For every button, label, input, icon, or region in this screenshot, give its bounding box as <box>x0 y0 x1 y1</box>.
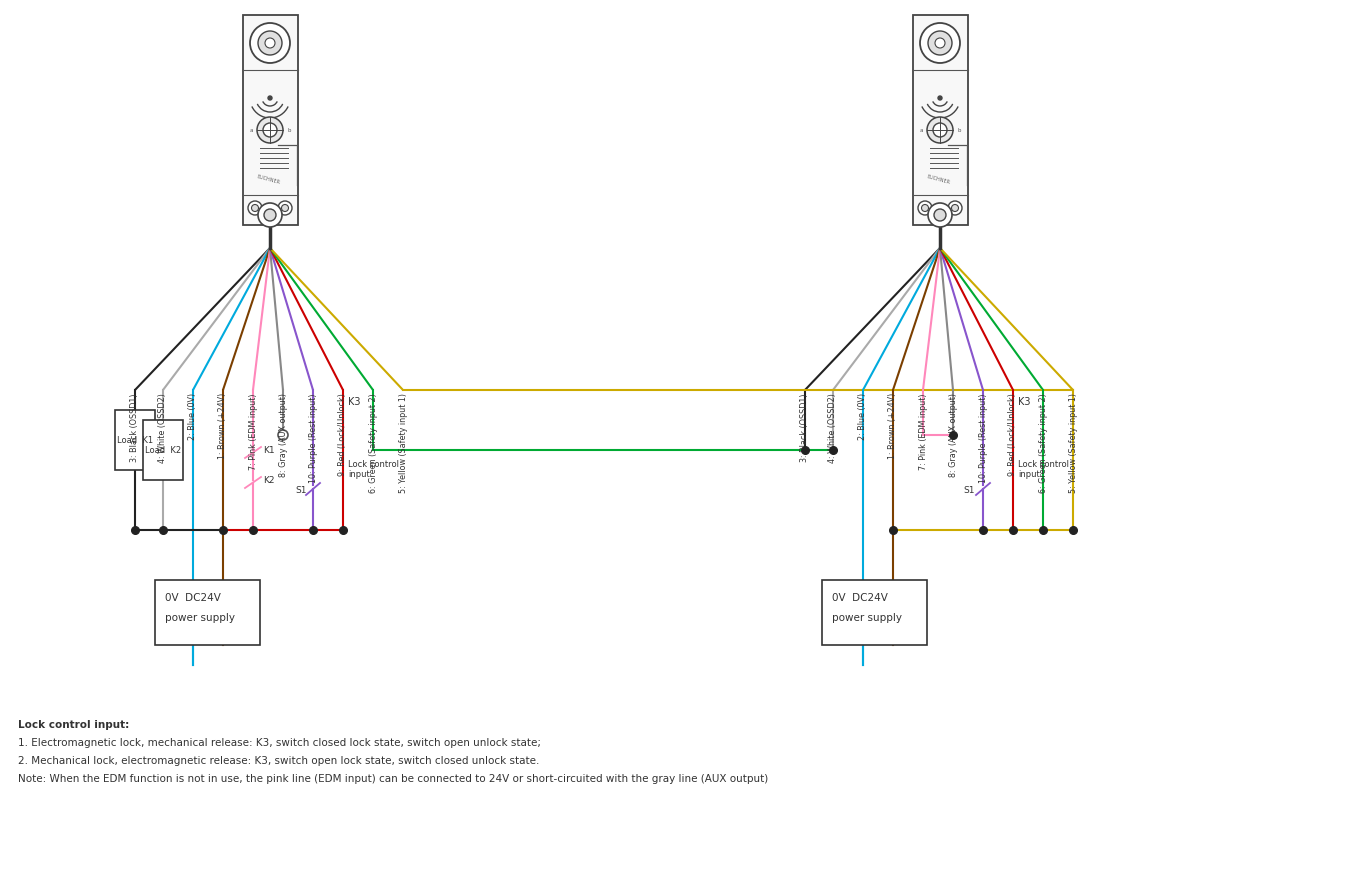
Circle shape <box>258 203 282 227</box>
Circle shape <box>949 201 962 215</box>
Text: 2: Blue (0V): 2: Blue (0V) <box>189 393 198 440</box>
Text: 9: Red (Lock/Unlock): 9: Red (Lock/Unlock) <box>338 393 347 476</box>
Text: power supply: power supply <box>832 613 902 623</box>
Text: 6: Green (Safety input 2): 6: Green (Safety input 2) <box>1038 393 1048 493</box>
Text: a: a <box>250 128 252 133</box>
Circle shape <box>934 123 947 137</box>
Bar <box>912 15 968 225</box>
Circle shape <box>928 203 953 227</box>
Text: 5: Yellow (Safety input 1): 5: Yellow (Safety input 1) <box>399 393 407 493</box>
Text: K3: K3 <box>347 397 361 407</box>
Text: 4: White (OSSD2): 4: White (OSSD2) <box>159 393 167 462</box>
Circle shape <box>938 96 942 100</box>
Circle shape <box>934 209 946 221</box>
Text: 1. Electromagnetic lock, mechanical release: K3, switch closed lock state, switc: 1. Electromagnetic lock, mechanical rele… <box>18 738 541 748</box>
Text: 9: Red (Lock/Unlock): 9: Red (Lock/Unlock) <box>1008 393 1018 476</box>
Text: 4: White (OSSD2): 4: White (OSSD2) <box>829 393 837 462</box>
Text: EUCHNER: EUCHNER <box>255 175 281 185</box>
Bar <box>243 15 297 225</box>
Text: Lock control
input: Lock control input <box>347 460 399 479</box>
Circle shape <box>248 201 262 215</box>
Bar <box>115 410 155 470</box>
Text: Lock control input:: Lock control input: <box>18 720 129 730</box>
Text: 7: Pink (EDM input): 7: Pink (EDM input) <box>248 393 258 470</box>
Text: 3: Black (OSSD1): 3: Black (OSSD1) <box>801 393 810 462</box>
Text: 8: Gray (AUX output): 8: Gray (AUX output) <box>278 393 288 477</box>
Text: 0V  DC24V: 0V DC24V <box>166 593 221 603</box>
Text: 0V  DC24V: 0V DC24V <box>832 593 887 603</box>
Text: 3: Black (OSSD1): 3: Black (OSSD1) <box>130 393 140 462</box>
Circle shape <box>281 205 289 212</box>
Bar <box>142 420 183 480</box>
Bar <box>155 580 261 645</box>
Bar <box>822 580 927 645</box>
Text: K1: K1 <box>263 446 274 455</box>
Circle shape <box>265 209 275 221</box>
Text: 1: Brown (+24V): 1: Brown (+24V) <box>889 393 897 459</box>
Circle shape <box>265 38 275 48</box>
Text: a: a <box>920 128 923 133</box>
Text: S1: S1 <box>963 486 974 494</box>
Circle shape <box>278 201 292 215</box>
Text: EUCHNER: EUCHNER <box>925 175 950 185</box>
Circle shape <box>251 205 258 212</box>
Text: b: b <box>957 128 961 133</box>
Circle shape <box>258 31 282 55</box>
Text: K2: K2 <box>263 476 274 485</box>
Circle shape <box>263 123 277 137</box>
Circle shape <box>928 31 953 55</box>
Text: S1: S1 <box>294 486 307 494</box>
Circle shape <box>917 201 932 215</box>
Text: Load  K2: Load K2 <box>145 446 180 455</box>
Text: 8: Gray (AUX output): 8: Gray (AUX output) <box>949 393 958 477</box>
Text: 5: Yellow (Safety input 1): 5: Yellow (Safety input 1) <box>1068 393 1077 493</box>
Circle shape <box>927 117 953 143</box>
Circle shape <box>920 23 959 63</box>
Text: b: b <box>286 128 290 133</box>
Text: power supply: power supply <box>166 613 235 623</box>
Text: 1: Brown (+24V): 1: Brown (+24V) <box>218 393 228 459</box>
Circle shape <box>267 96 271 100</box>
Text: 6: Green (Safety input 2): 6: Green (Safety input 2) <box>369 393 377 493</box>
Text: Note: When the EDM function is not in use, the pink line (EDM input) can be conn: Note: When the EDM function is not in us… <box>18 774 768 784</box>
Circle shape <box>921 205 928 212</box>
Circle shape <box>951 205 958 212</box>
Circle shape <box>256 117 284 143</box>
Circle shape <box>250 23 290 63</box>
Text: 2. Mechanical lock, electromagnetic release: K3, switch open lock state, switch : 2. Mechanical lock, electromagnetic rele… <box>18 756 539 766</box>
Text: Load  K1: Load K1 <box>117 436 153 445</box>
Text: 2: Blue (0V): 2: Blue (0V) <box>859 393 867 440</box>
Circle shape <box>935 38 944 48</box>
Text: K3: K3 <box>1018 397 1030 407</box>
Text: 10: Purple (Rest input): 10: Purple (Rest input) <box>308 393 318 483</box>
Text: Lock control
input: Lock control input <box>1018 460 1069 479</box>
Circle shape <box>278 430 288 440</box>
Text: 10: Purple (Rest input): 10: Purple (Rest input) <box>978 393 988 483</box>
Text: 7: Pink (EDM input): 7: Pink (EDM input) <box>919 393 927 470</box>
